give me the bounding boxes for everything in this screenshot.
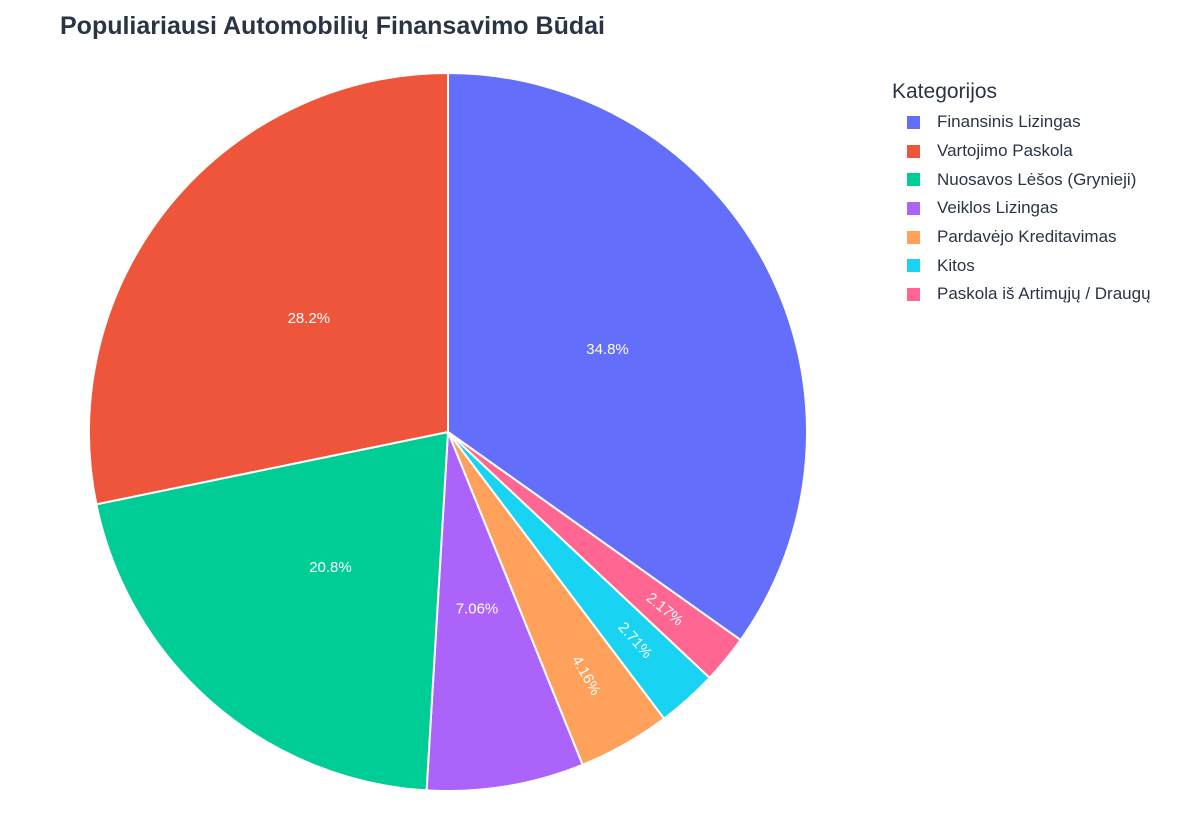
legend-swatch <box>907 230 920 244</box>
legend-swatch <box>907 115 920 129</box>
legend-item-finansinis-lizingas[interactable]: Finansinis Lizingas <box>892 108 1192 137</box>
legend-swatch <box>907 201 920 215</box>
legend-items: Finansinis Lizingas Vartojimo Paskola Nuos… <box>892 108 1192 309</box>
legend-swatch <box>907 259 920 273</box>
pie-slices <box>88 71 808 792</box>
legend-item-paskola-is-artimuju-draugu[interactable]: Paskola iš Artimųjų / Draugų <box>892 280 1192 309</box>
legend-label: Finansinis Lizingas <box>937 112 1081 132</box>
slice-label-finansinis-lizingas: 34.8% <box>586 341 629 358</box>
legend-swatch <box>907 144 920 158</box>
legend-item-nuosavos-lesos-grynieji[interactable]: Nuosavos Lėšos (Grynieji) <box>892 165 1192 194</box>
legend-label: Nuosavos Lėšos (Grynieji) <box>937 169 1137 189</box>
legend-item-pardavejo-kreditavimas[interactable]: Pardavėjo Kreditavimas <box>892 223 1192 252</box>
legend-item-kitos[interactable]: Kitos <box>892 251 1192 280</box>
legend-label: Veiklos Lizingas <box>937 198 1058 218</box>
legend-title: Kategorijos <box>892 80 998 103</box>
legend-label: Paskola iš Artimųjų / Draugų <box>937 284 1151 304</box>
slice-label-veiklos-lizingas: 7.06% <box>456 601 499 618</box>
legend-label: Kitos <box>937 255 975 275</box>
legend-item-vartojimo-paskola[interactable]: Vartojimo Paskola <box>892 137 1192 166</box>
chart-title: Populiariausi Automobilių Finansavimo Bū… <box>60 12 605 40</box>
pie-slice-finansinis-lizingas[interactable] <box>447 71 808 642</box>
legend-swatch <box>907 287 920 301</box>
slice-label-vartojimo-paskola: 28.2% <box>288 310 331 327</box>
pie-slice-nuosavos-lesos-grynieji[interactable] <box>95 430 450 792</box>
legend-swatch <box>907 173 920 187</box>
slice-label-nuosavos-lesos-grynieji: 20.8% <box>309 559 352 576</box>
legend: Kategorijos Finansinis Lizingas Vartojimo… <box>892 80 1192 309</box>
pie-slice-veiklos-lizingas[interactable] <box>425 431 584 792</box>
legend-label: Vartojimo Paskola <box>937 141 1073 161</box>
legend-label: Pardavėjo Kreditavimas <box>937 227 1117 247</box>
legend-item-veiklos-lizingas[interactable]: Veiklos Lizingas <box>892 194 1192 223</box>
pie-slice-vartojimo-paskola[interactable] <box>88 71 449 506</box>
